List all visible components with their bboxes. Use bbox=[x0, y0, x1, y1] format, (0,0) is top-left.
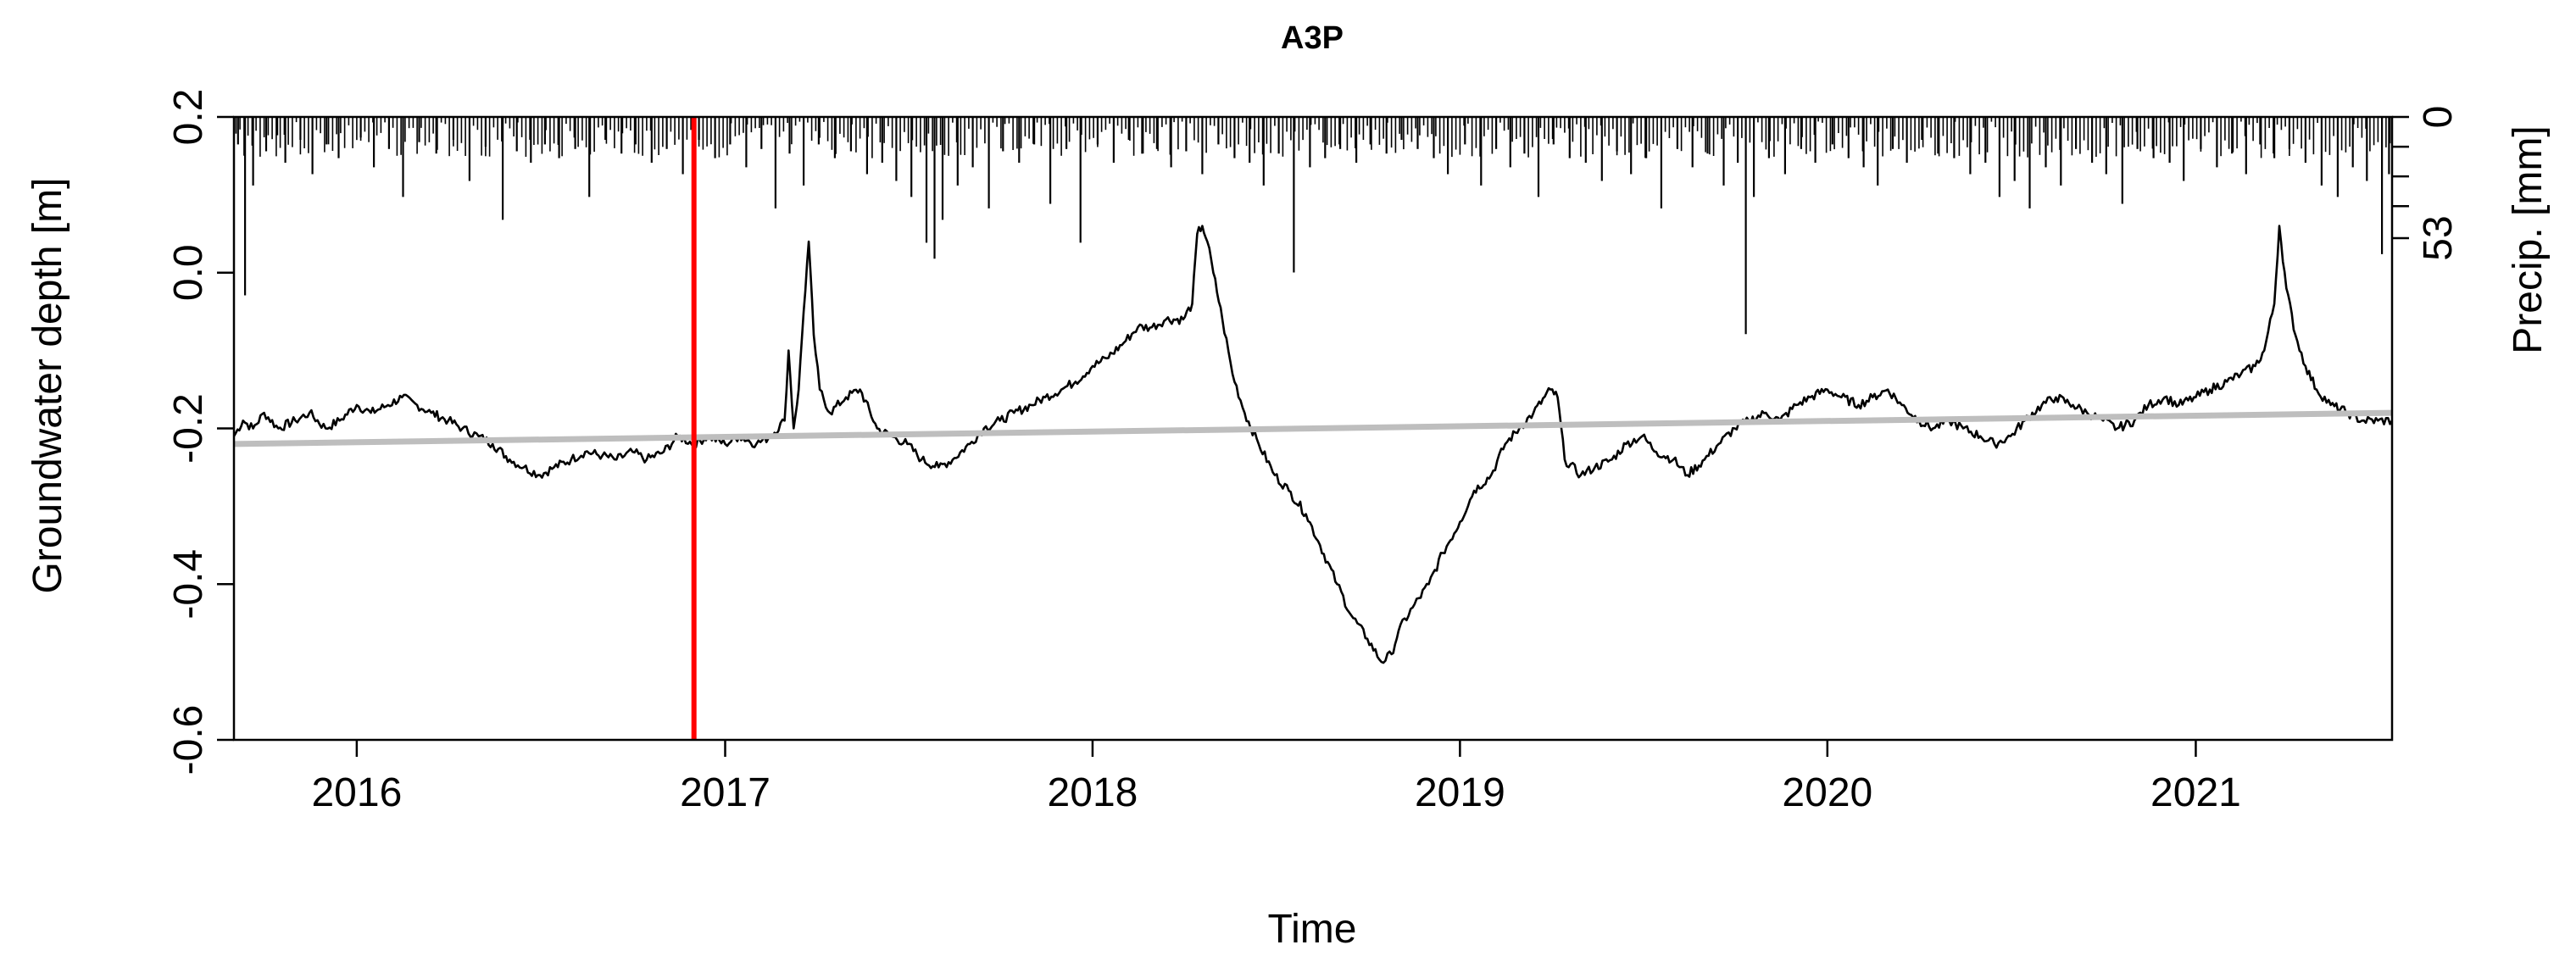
y-tick-label-4: 0.2 bbox=[166, 89, 211, 146]
y-tick-label-1: -0.4 bbox=[166, 549, 211, 620]
y-axis: -0.6 -0.4 -0.2 0.0 0.2 bbox=[166, 89, 234, 775]
x-tick-label-4: 2020 bbox=[1782, 770, 1872, 815]
y-tick-label-3: 0.0 bbox=[166, 244, 211, 301]
trend-line bbox=[233, 409, 2393, 447]
x-tick-label-5: 2021 bbox=[2150, 770, 2241, 815]
x-tick-label-2: 2018 bbox=[1048, 770, 1138, 815]
x-tick-label-3: 2019 bbox=[1415, 770, 1505, 815]
y2-axis: 0 53 bbox=[2392, 106, 2461, 261]
x-tick-label-0: 2016 bbox=[311, 770, 402, 815]
groundwater-series-line bbox=[232, 225, 2394, 664]
y-tick-label-2: -0.2 bbox=[166, 393, 211, 464]
y-tick-label-0: -0.6 bbox=[166, 705, 211, 775]
precip-series bbox=[235, 117, 2391, 335]
y-axis-label: Groundwater depth [m] bbox=[25, 178, 70, 594]
chart-title: A3P bbox=[1281, 20, 1344, 56]
x-tick-label-1: 2017 bbox=[680, 770, 771, 815]
y2-axis-label: Precip. [mm] bbox=[2506, 125, 2551, 353]
x-axis-label: Time bbox=[1268, 907, 1357, 952]
y2-tick-label-1: 53 bbox=[2416, 215, 2461, 260]
x-axis: 2016 2017 2018 2019 2020 2021 bbox=[311, 740, 2241, 815]
y2-tick-label-0: 0 bbox=[2416, 106, 2461, 129]
